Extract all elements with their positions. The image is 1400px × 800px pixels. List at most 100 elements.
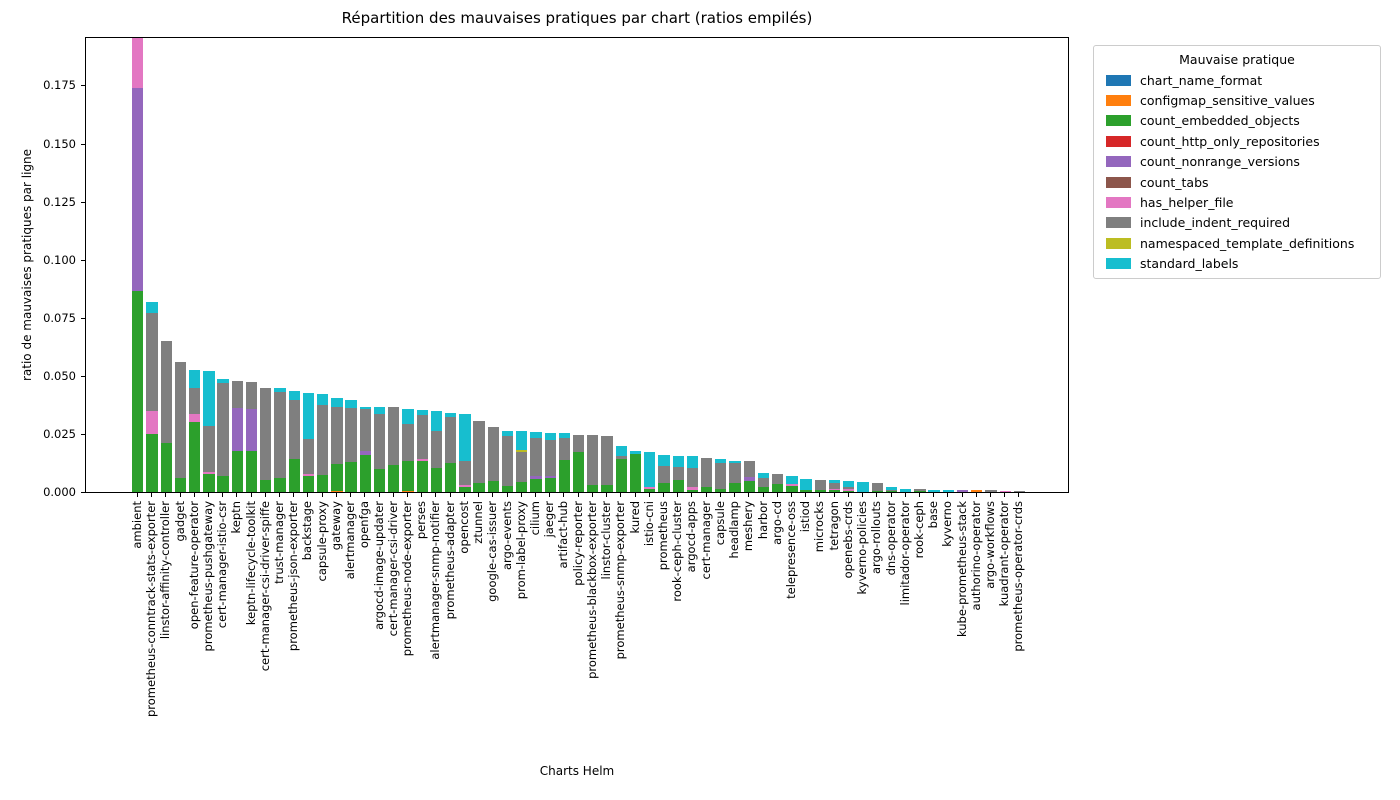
y-tick-label: 0.025 [43, 426, 76, 441]
bar-segment-count_nonrange_versions [544, 475, 556, 479]
x-tick-mark [293, 493, 295, 497]
bar-segment-count_embedded_objects [331, 464, 343, 491]
x-tick-mark [520, 493, 522, 497]
x-tick-mark [833, 493, 835, 497]
bar-segment-count_embedded_objects [644, 488, 656, 492]
x-tick-mark [677, 493, 679, 497]
bar-segment-count_embedded_objects [217, 475, 229, 492]
legend-item-count_tabs: count_tabs [1094, 172, 1380, 192]
bar-segment-count_embedded_objects [373, 468, 386, 492]
bar-segment-count_embedded_objects [757, 487, 770, 492]
bar-segment-standard_labels [189, 370, 201, 389]
x-tick-label: istio-cni [641, 501, 656, 547]
bar-segment-include_indent_required [814, 479, 827, 491]
bar-segment-standard_labels [644, 452, 656, 488]
x-tick-label: gadget [172, 501, 187, 542]
bar-segment-count_embedded_objects [274, 478, 286, 492]
bar-segment-standard_labels [146, 301, 158, 314]
y-tick-label: 0.100 [43, 252, 76, 267]
x-tick-mark [776, 493, 778, 497]
bar-segment-has_helper_file [132, 38, 144, 88]
x-tick-label: kured [627, 501, 642, 534]
x-tick-label: backstage [300, 501, 315, 561]
legend-swatch [1106, 237, 1131, 249]
bar-segment-count_embedded_objects [672, 480, 684, 492]
legend-item-standard_labels: standard_labels [1094, 254, 1380, 274]
bar-segment-configmap_sensitive_values [971, 490, 983, 492]
bar-segment-count_embedded_objects [160, 443, 172, 492]
bar-segment-count_embedded_objects [302, 475, 315, 492]
bar-segment-include_indent_required [843, 486, 855, 489]
legend-swatch [1106, 74, 1131, 86]
bar-segment-standard_labels [828, 480, 841, 484]
bar-segment-count_embedded_objects [516, 482, 528, 492]
x-tick-label: trust-manager [272, 501, 286, 584]
bar-segment-count_embedded_objects [572, 452, 585, 492]
bar-segment-include_indent_required [217, 383, 229, 476]
x-tick-mark [790, 493, 792, 497]
bar-segment-has_helper_file [644, 487, 656, 489]
x-tick-label: harbor [755, 501, 770, 540]
x-tick-label: artifact-hub [556, 501, 571, 569]
x-tick-mark [662, 493, 664, 497]
y-axis-label: ratio de mauvaises pratiques par ligne [20, 148, 34, 382]
bar-segment-standard_labels [715, 458, 727, 464]
bar-segment-include_indent_required [373, 413, 386, 469]
bar-segment-has_helper_file [999, 490, 1011, 492]
legend-item-configmap_sensitive_values: configmap_sensitive_values [1094, 90, 1380, 110]
x-tick-mark [762, 493, 764, 497]
bar-segment-include_indent_required [174, 361, 187, 479]
legend-item-include_indent_required: include_indent_required [1094, 213, 1380, 233]
x-tick-mark [591, 493, 593, 497]
bar-segment-include_indent_required [402, 423, 414, 461]
bar-segment-count_embedded_objects [885, 491, 898, 492]
x-tick-mark [378, 493, 380, 497]
x-tick-label: cilium [528, 501, 542, 536]
x-tick-mark [307, 493, 309, 497]
bar-segment-count_nonrange_versions [245, 408, 258, 451]
bar-segment-count_embedded_objects [615, 458, 627, 492]
x-tick-label: kyverno-policies [855, 501, 869, 595]
x-tick-label: alertmanager-snmp-notifier [428, 501, 443, 660]
bar-segment-count_embedded_objects [800, 489, 812, 492]
x-tick-mark [961, 493, 963, 497]
bar-segment-count_embedded_objects [430, 467, 443, 492]
x-tick-label: prometheus-pushgateway [200, 501, 215, 652]
legend-label: include_indent_required [1140, 215, 1291, 231]
x-tick-label: jaeger [542, 501, 557, 538]
x-tick-label: dns-operator [883, 501, 898, 576]
bar-segment-count_embedded_objects [388, 464, 400, 492]
x-tick-mark [392, 493, 394, 497]
x-tick-label: kube-prometheus-stack [954, 501, 969, 638]
x-axis-ticks: ambient prometheus-conntrack-stats-export… [85, 493, 1069, 793]
x-tick-label: limitador-operator [897, 501, 912, 606]
legend-item-count_nonrange_versions: count_nonrange_versions [1094, 152, 1380, 172]
x-tick-mark [136, 493, 138, 497]
legend-label: count_tabs [1140, 174, 1209, 190]
bar-segment-has_helper_file [843, 488, 855, 491]
bar-segment-standard_labels [217, 379, 229, 384]
bar-segment-has_helper_file [459, 484, 471, 488]
bar-segment-count_embedded_objects [174, 478, 187, 492]
x-tick-mark [350, 493, 352, 497]
bar-segment-standard_labels [373, 406, 386, 414]
bar-segment-include_indent_required [772, 474, 784, 485]
plot-area [85, 37, 1069, 493]
x-tick-label: microcks [812, 501, 827, 553]
bar-segment-count_embedded_objects [715, 488, 727, 492]
bar-segment-standard_labels [402, 409, 414, 424]
legend-item-has_helper_file: has_helper_file [1094, 192, 1380, 212]
bar-segment-include_indent_required [885, 489, 898, 492]
x-tick-label: telepresence-oss [783, 501, 798, 599]
bar-segment-has_helper_file [203, 471, 215, 475]
bar-segment-include_indent_required [302, 438, 315, 474]
x-tick-mark [734, 493, 735, 497]
x-tick-mark [691, 493, 693, 497]
x-tick-mark [719, 493, 721, 497]
bar-segment-include_indent_required [288, 400, 300, 459]
bar-segment-include_indent_required [871, 483, 883, 492]
bar-segment-include_indent_required [530, 437, 542, 476]
x-tick-label: gateway [328, 501, 343, 551]
x-tick-mark [222, 493, 224, 497]
bar-segment-include_indent_required [260, 387, 272, 480]
